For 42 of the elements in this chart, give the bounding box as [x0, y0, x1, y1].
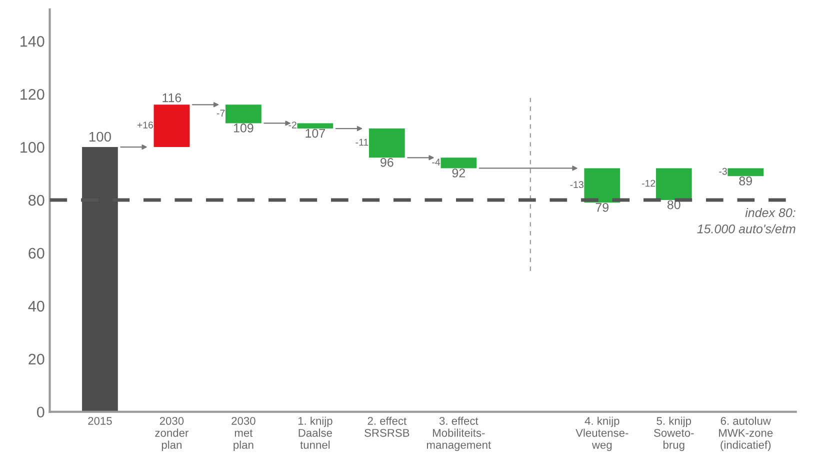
- data-label: -2: [288, 122, 296, 128]
- bar: [297, 123, 334, 129]
- y-tick-label: 0: [36, 406, 44, 418]
- annotation: 116: [162, 93, 182, 102]
- ref-line-label: index 80: 15.000 auto's/etm: [697, 208, 796, 234]
- y-tick-label: 120: [20, 88, 44, 100]
- data-label: -11: [356, 138, 368, 146]
- annotation: 92: [452, 168, 465, 178]
- annotation: 89: [739, 176, 752, 186]
- bar: [154, 104, 190, 148]
- x-tick-label: 3. effect Mobiliteits- management: [426, 416, 492, 451]
- y-tick-label: 100: [20, 142, 44, 153]
- annotation: 79: [596, 202, 608, 212]
- x-tick-label: 2. effect SRSRSB: [364, 416, 410, 437]
- y-tick-label: 80: [28, 194, 44, 206]
- y-tick-label: 60: [28, 248, 44, 259]
- bar: [656, 168, 692, 200]
- bar: [728, 168, 764, 176]
- data-label: -4: [432, 158, 440, 166]
- bar: [368, 128, 405, 158]
- data-label: +16: [137, 122, 153, 128]
- data-label: -13: [570, 181, 584, 188]
- x-tick-label: 6. autoluw MWK-zone (indicatief): [719, 416, 773, 451]
- annotation: 107: [306, 128, 325, 138]
- y-tick-label: 140: [20, 36, 44, 47]
- annotation: 109: [234, 124, 254, 132]
- x-tick-label: 4. knijp Vleutense- weg: [576, 416, 628, 451]
- data-label: -7: [216, 110, 225, 116]
- annotation: 96: [380, 158, 394, 167]
- x-tick-label: 2030 zonder plan: [155, 416, 188, 451]
- x-tick-label: 1. knijp Daalse tunnel: [298, 416, 332, 449]
- bar: [584, 168, 620, 203]
- x-tick-label: 5. knijp Soweto- brug: [654, 416, 694, 451]
- data-label: -12: [642, 180, 656, 187]
- x-tick-label: 2030 met plan: [232, 416, 256, 451]
- data-label: 100: [89, 132, 112, 142]
- data-label: -3: [719, 168, 727, 175]
- y-tick-label: 20: [28, 354, 44, 365]
- x-tick-label: 2015: [88, 416, 112, 425]
- y-tick-label: 40: [28, 300, 44, 312]
- bar: [440, 158, 477, 168]
- bar: [226, 104, 262, 124]
